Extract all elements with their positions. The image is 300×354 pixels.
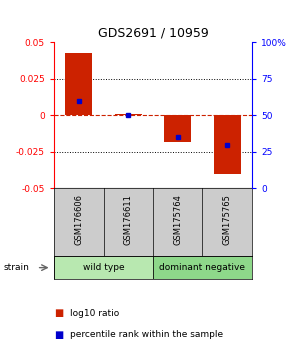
Text: log10 ratio: log10 ratio <box>70 309 120 318</box>
Text: ■: ■ <box>54 308 63 318</box>
Title: GDS2691 / 10959: GDS2691 / 10959 <box>98 27 208 40</box>
Text: GSM176606: GSM176606 <box>74 194 83 245</box>
Bar <box>164 115 191 142</box>
Text: wild type: wild type <box>83 263 124 272</box>
Bar <box>214 115 241 174</box>
Text: strain: strain <box>3 263 29 272</box>
Bar <box>115 114 142 115</box>
Text: ■: ■ <box>54 330 63 339</box>
Text: GSM176611: GSM176611 <box>124 194 133 245</box>
Text: GSM175764: GSM175764 <box>173 194 182 245</box>
Bar <box>153 256 252 279</box>
Bar <box>65 53 92 115</box>
Text: dominant negative: dominant negative <box>160 263 245 272</box>
Bar <box>54 256 153 279</box>
Text: percentile rank within the sample: percentile rank within the sample <box>70 330 224 339</box>
Text: GSM175765: GSM175765 <box>223 194 232 245</box>
